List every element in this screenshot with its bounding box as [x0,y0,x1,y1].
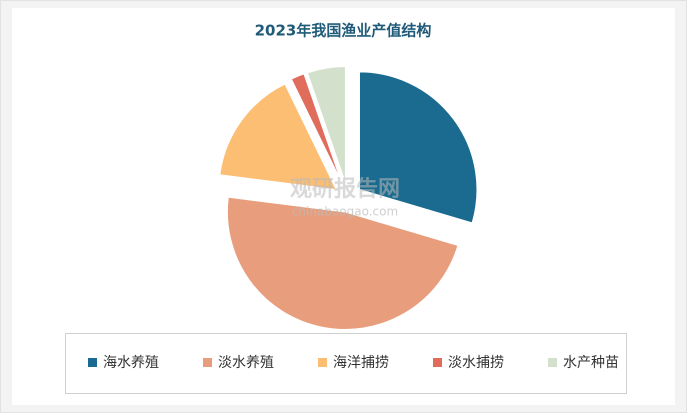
legend-label: 海水养殖 [103,354,159,371]
legend-swatch [318,358,327,367]
pie-slice [358,70,478,225]
watermark: 观研报告网 [290,177,400,202]
pie-slice [290,72,344,186]
legend-swatch [548,358,557,367]
pie [218,65,478,331]
legend-label: 海洋捕捞 [333,355,389,371]
legend-label: 水产种苗 [563,355,619,371]
legend-swatch [433,358,442,367]
legend-box [65,333,627,394]
pie-slice [306,65,347,185]
legend-label: 淡水养殖 [218,354,274,371]
chart-title: 2023年我国渔业产值结构 [255,22,432,40]
watermark: chinabaogao.com [292,205,398,219]
legend: 海水养殖 淡水养殖 海洋捕捞 淡水捕捞 水产种苗 [88,354,619,371]
legend-swatch [88,358,97,367]
pie-slice [226,196,460,331]
legend-label: 淡水捕捞 [448,355,504,371]
legend-swatch [203,358,212,367]
pie-slice [218,82,338,191]
